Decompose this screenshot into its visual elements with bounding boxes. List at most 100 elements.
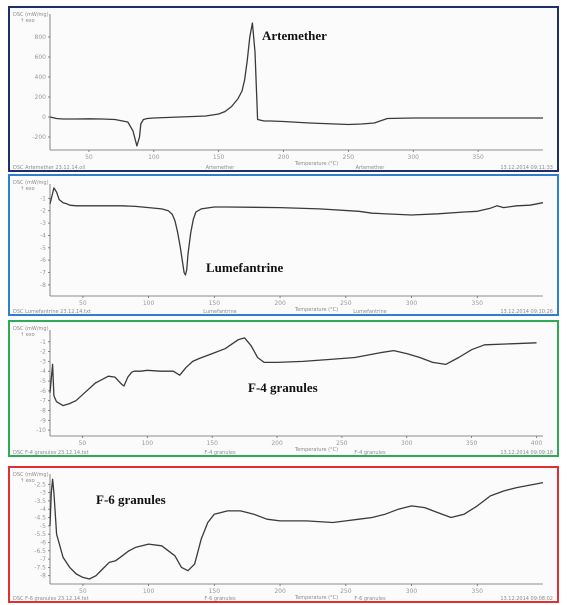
- footer-timestamp: 13.12.2014 09:09:18: [500, 450, 553, 455]
- y-tick-label: -3: [40, 358, 46, 365]
- chart-f6-granules: DSC (mW/mg)↑ exo-2.5 -3-3.5-4 -4.5-5-5.5 -6…: [13, 472, 553, 601]
- y-tick-label: -4: [40, 368, 46, 375]
- x-tick-label: 100: [148, 154, 160, 161]
- x-tick-label: 150: [206, 440, 218, 447]
- chart-title-f6-granules: F-6 granules: [96, 492, 166, 507]
- footer-filename: DSC Lumefantrine 23.12.14.txt: [13, 309, 91, 314]
- y-tick-label: -5: [40, 523, 46, 530]
- dsc-trace-lumefantrine: [49, 187, 544, 276]
- y-tick-label: -8: [40, 282, 46, 289]
- y-tick-label: -6: [40, 388, 46, 395]
- x-tick-label: 150: [209, 300, 221, 307]
- panel-lumefantrine: DSC (mW/mg) ↑ exo -1 -2 -3 -4 -5 -6 -7 -8 50 100 150…: [8, 174, 559, 316]
- y-tick-label: -3: [40, 220, 46, 227]
- x-tick-label: 300: [408, 154, 420, 161]
- footer-sample-2: F-4 granules: [354, 450, 386, 455]
- footer-sample: Artemether: [206, 165, 236, 170]
- y-tick-label: -7: [40, 398, 46, 405]
- y-tick-label: -1: [40, 195, 46, 202]
- y-tick-label: -3: [40, 490, 46, 497]
- x-tick-label: 150: [209, 588, 221, 595]
- x-tick-label: 200: [271, 440, 283, 447]
- x-axis-label: Temperature (°C): [294, 447, 338, 453]
- y-tick-label: -10: [36, 427, 46, 434]
- x-tick-label: 350: [466, 440, 478, 447]
- x-axis-label: Temperature (°C): [294, 595, 338, 601]
- x-tick-label: 200: [274, 300, 286, 307]
- y-tick-label: -2: [40, 208, 46, 215]
- y-axis-header: DSC (mW/mg): [13, 472, 49, 478]
- footer-filename: DSC F-6 granules 23.12.14.txt: [13, 596, 89, 601]
- x-tick-label: 100: [143, 300, 155, 307]
- y-tick-label: 400: [35, 74, 47, 81]
- panel-artemether: DSC (mW/mg) ↑ exo 800 600 400 200 0 -200 50 100 15…: [8, 6, 559, 172]
- x-tick-label: 200: [274, 588, 286, 595]
- panel-f6-granules: DSC (mW/mg) ↑ exo -2.5 -3 -3.5 -4 -4.5 -5 -5.5 -6…: [8, 466, 559, 603]
- chart-artemether: DSC (mW/mg)↑ exo 800 600 400 200 0 -200 50 100 15…: [13, 12, 553, 170]
- chart-title-artemether: Artemether: [262, 28, 327, 43]
- chart-title-f4-granules: F-4 granules: [248, 380, 318, 395]
- y-tick-label: -6: [40, 257, 46, 264]
- x-tick-label: 400: [531, 440, 543, 447]
- x-tick-label: 50: [79, 300, 87, 307]
- y-tick-label: 0: [42, 114, 46, 121]
- y-tick-label: -2.5: [34, 481, 46, 488]
- y-tick-label: -1: [40, 339, 46, 346]
- y-tick-label: -4: [40, 506, 46, 513]
- footer-sample: Lumefantrine: [203, 309, 236, 314]
- y-tick-label: 600: [35, 54, 47, 61]
- x-tick-label: 350: [472, 154, 484, 161]
- footer-sample-2: F-6 granules: [354, 596, 386, 601]
- y-tick-label: -2: [40, 349, 46, 356]
- chart-title-lumefantrine: Lumefantrine: [206, 260, 284, 275]
- exo-label: ↑ exo: [20, 478, 35, 484]
- x-tick-label: 300: [401, 440, 413, 447]
- footer-filename: DSC F-4 granules 23.12.14.txt: [13, 450, 89, 455]
- x-tick-label: 50: [79, 588, 87, 595]
- y-tick-label: -8: [40, 573, 46, 580]
- footer-filename: DSC Artemether 23.12.14.oil: [13, 165, 85, 170]
- y-tick-label: 200: [35, 94, 47, 101]
- x-tick-label: 350: [472, 300, 484, 307]
- footer-sample-2: Artemether: [356, 165, 386, 170]
- footer-sample: F-4 granules: [204, 450, 236, 455]
- footer-sample: F-6 granules: [204, 596, 236, 601]
- exo-label: ↑ exo: [20, 332, 35, 338]
- x-axis-label: Temperature (°C): [294, 307, 338, 313]
- x-tick-label: 250: [336, 440, 348, 447]
- x-tick-label: 250: [340, 300, 352, 307]
- y-tick-label: 800: [35, 34, 47, 41]
- y-tick-label: -7: [40, 270, 46, 277]
- x-tick-label: 50: [79, 440, 87, 447]
- x-tick-label: 150: [213, 154, 225, 161]
- footer-timestamp: 13.12.2014 09:08:02: [500, 596, 553, 601]
- y-tick-label: -8: [40, 407, 46, 414]
- panel-f4-granules: DSC (mW/mg) ↑ exo -1 -2 -3 -4 -5 -6 -7 -8 -9 -10 50 1…: [8, 320, 559, 457]
- footer-timestamp: 13.12.2014 09:10:26: [500, 309, 553, 314]
- x-tick-label: 250: [340, 588, 352, 595]
- dsc-trace-f4-granules: [49, 337, 537, 407]
- x-tick-label: 50: [85, 154, 93, 161]
- y-tick-label: -5: [40, 378, 46, 385]
- y-tick-label: -7.5: [34, 564, 46, 571]
- x-tick-label: 300: [406, 300, 418, 307]
- chart-f4-granules: DSC (mW/mg)↑ exo -1 -2 -3 -4 -5 -6 -7 -8 -9 -10 50 1…: [13, 326, 553, 455]
- y-tick-label: -9: [40, 417, 46, 424]
- y-tick-label: -5.5: [34, 531, 46, 538]
- x-tick-label: 100: [143, 588, 155, 595]
- exo-label: ↑ exo: [20, 18, 35, 24]
- dsc-trace-f6-granules: [49, 478, 544, 580]
- y-tick-label: -5: [40, 245, 46, 252]
- y-tick-label: -4.5: [34, 515, 46, 522]
- y-tick-label: -4: [40, 232, 46, 239]
- x-tick-label: 300: [406, 588, 418, 595]
- x-tick-label: 200: [278, 154, 290, 161]
- y-tick-label: -6.5: [34, 548, 46, 555]
- chart-lumefantrine: DSC (mW/mg)↑ exo -1 -2 -3 -4 -5 -6 -7 -8 50 100 150…: [13, 180, 553, 314]
- x-tick-label: 100: [142, 440, 154, 447]
- footer-timestamp: 13.12.2014 09:11:33: [500, 165, 553, 170]
- exo-label: ↑ exo: [20, 186, 35, 192]
- y-tick-label: -3.5: [34, 498, 46, 505]
- x-tick-label: 350: [472, 588, 484, 595]
- x-tick-label: 250: [343, 154, 355, 161]
